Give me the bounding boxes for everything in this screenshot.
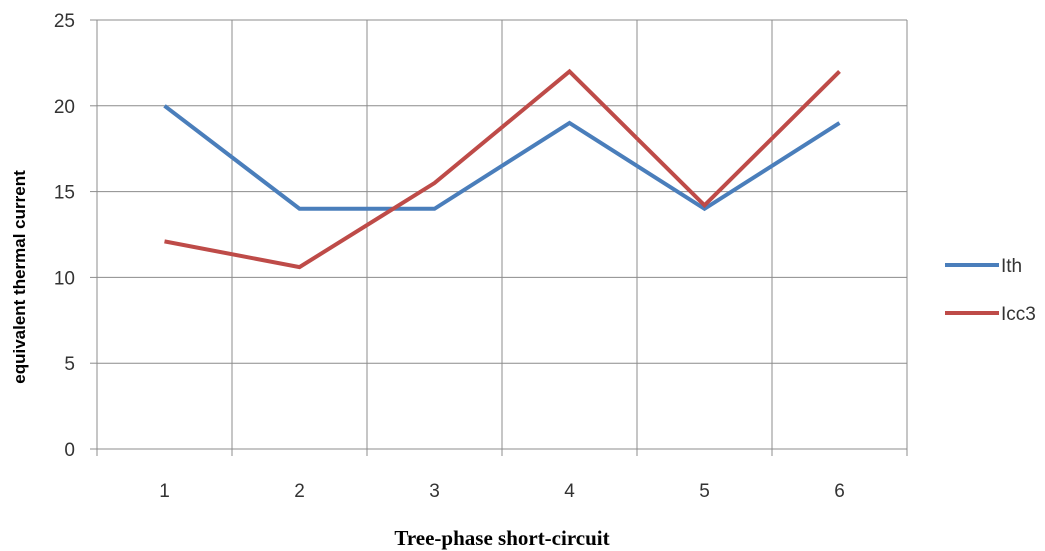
y-tick-label: 0: [64, 440, 75, 461]
y-tick-label: 25: [54, 11, 75, 32]
grid: [97, 19, 908, 449]
axes: [90, 19, 908, 456]
x-tick-label: 5: [699, 481, 710, 502]
x-tick-label: 1: [159, 481, 170, 502]
series-group: [163, 68, 841, 270]
y-tick-label: 20: [54, 97, 75, 118]
x-tick-label: 3: [429, 481, 440, 502]
x-tick-label: 4: [564, 481, 575, 502]
y-tick-label: 10: [54, 268, 75, 289]
legend-label-icc3: Icc3: [1001, 304, 1036, 325]
legend: Ith Icc3: [945, 256, 1036, 325]
x-axis-title: Tree-phase short-circuit: [394, 526, 609, 550]
tick-labels: 0 5 10 15 20 25 1 2 3 4 5 6: [54, 11, 845, 502]
x-tick-label: 2: [294, 481, 305, 502]
y-tick-label: 15: [54, 183, 75, 204]
series-line-icc3: [164, 68, 841, 270]
legend-label-ith: Ith: [1001, 256, 1022, 277]
y-axis-title: equivalent thermal current: [10, 170, 29, 384]
y-tick-label: 5: [64, 354, 75, 375]
series-line-ith: [163, 104, 841, 212]
x-tick-label: 6: [834, 481, 845, 502]
